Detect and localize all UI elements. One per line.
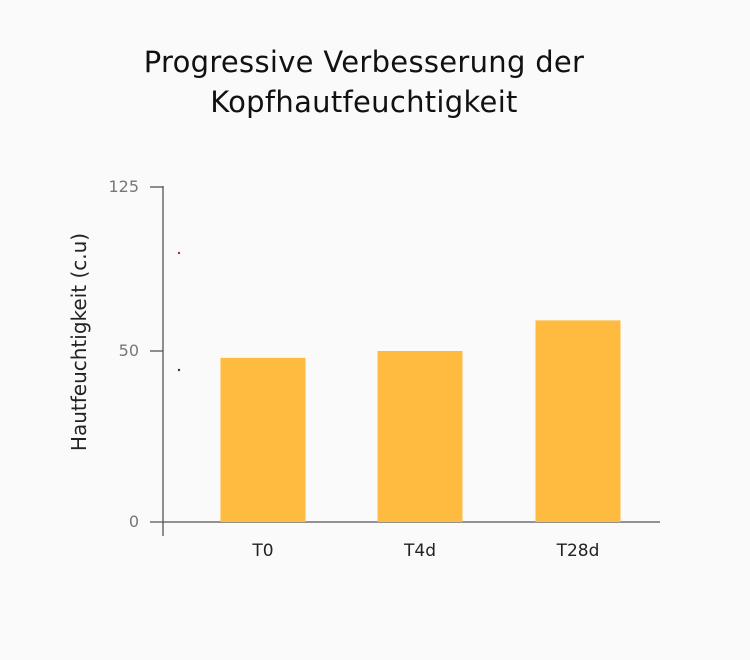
y-tick-label: 0 <box>129 512 139 531</box>
x-tick-label: T4d <box>403 541 436 561</box>
y-tick-label: 50 <box>119 341 139 360</box>
title-line-2: Kopfhautfeuchtigkeit <box>210 85 518 119</box>
x-tick-label: T0 <box>251 541 273 561</box>
bar-T28d <box>535 320 621 522</box>
y-tick-label: 125 <box>108 177 139 196</box>
marker-dot <box>177 368 181 372</box>
bar-T0 <box>220 357 306 522</box>
marker-dot <box>177 251 181 255</box>
title-line-1: Progressive Verbesserung der <box>143 45 585 79</box>
bar-T4d <box>377 351 463 522</box>
y-axis-label: Hautfeuchtigkeit (c.u) <box>67 233 91 451</box>
chart-title: Progressive Verbesserung der Kopfhautfeu… <box>0 42 728 122</box>
x-tick-label: T28d <box>556 541 600 561</box>
